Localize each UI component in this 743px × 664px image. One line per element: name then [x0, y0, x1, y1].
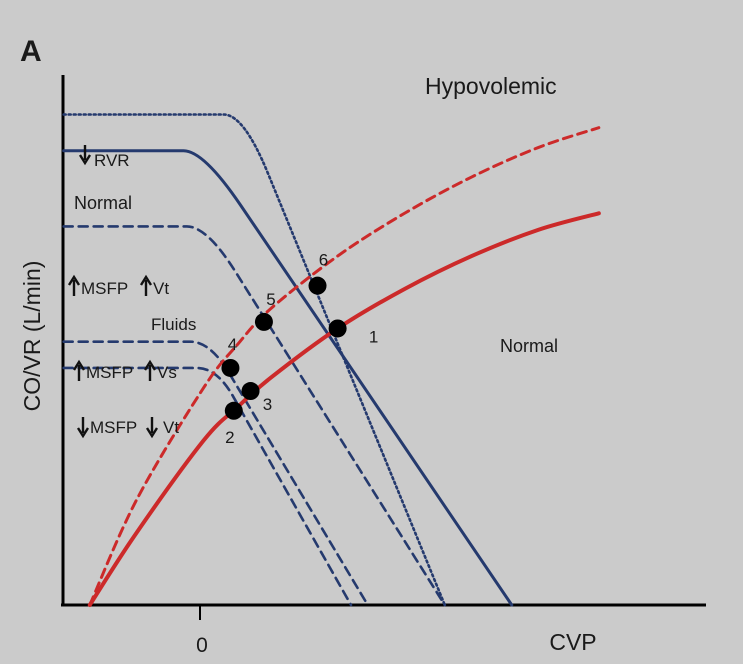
- vr-curve-2: [62, 225, 447, 607]
- label-msfp-vs-up: MSFP Vs: [72, 359, 177, 382]
- vr-curve-5: [62, 366, 353, 607]
- label-msfp-vt-up: MSFP Vt: [67, 274, 169, 298]
- arrow-down-icon: [78, 145, 92, 166]
- point-2: [224, 401, 243, 420]
- point-1: [328, 319, 347, 338]
- curve-label-msfp-1: MSFP: [81, 279, 128, 298]
- arrow-up-icon: [143, 359, 157, 381]
- curve-label-msfp-3: MSFP: [90, 418, 137, 437]
- arrow-up-icon: [67, 274, 81, 296]
- x-tick-label-0: 0: [196, 634, 208, 657]
- curve-label-rvr: RVR: [94, 151, 130, 170]
- point-3: [241, 382, 260, 401]
- label-msfp-vt-down: MSFP Vt: [76, 417, 179, 439]
- point-label-4: 4: [228, 335, 237, 354]
- curve-label-normal-vr: Normal: [74, 193, 132, 213]
- equilibrium-points: 1 2 3 4 5 6: [221, 251, 378, 447]
- curve-label-msfp-2: MSFP: [86, 363, 133, 382]
- panel-label: A: [20, 35, 42, 68]
- point-label-3: 3: [263, 395, 272, 414]
- point-label-1: 1: [369, 327, 378, 346]
- arrow-up-icon: [72, 359, 86, 381]
- vr-curve-0: [62, 113, 447, 607]
- point-5: [254, 312, 273, 331]
- y-axis-label: CO/VR (L/min): [19, 261, 45, 412]
- curve-label-fluids: Fluids: [151, 315, 196, 334]
- arrow-down-icon: [145, 417, 159, 439]
- point-label-6: 6: [319, 251, 328, 270]
- curve-label-normal-cf: Normal: [500, 336, 558, 356]
- cardiac-function-curves: [87, 126, 601, 607]
- x-axis-label: CVP: [549, 629, 596, 655]
- arrow-down-icon: [76, 417, 90, 439]
- curve-label-vs: Vs: [157, 363, 177, 382]
- chart-title: Hypovolemic: [425, 73, 557, 99]
- curve-label-vt-1: Vt: [153, 279, 169, 298]
- point-4: [221, 358, 240, 377]
- curve-label-vt-2: Vt: [163, 418, 179, 437]
- point-label-5: 5: [266, 290, 275, 309]
- label-rvr: RVR: [78, 145, 130, 170]
- point-6: [308, 276, 327, 295]
- arrow-up-icon: [139, 274, 153, 296]
- cf-curve-0: [87, 211, 601, 607]
- cf-curve-1: [88, 126, 601, 607]
- vr-curve-1: [62, 149, 514, 607]
- point-label-2: 2: [225, 428, 234, 447]
